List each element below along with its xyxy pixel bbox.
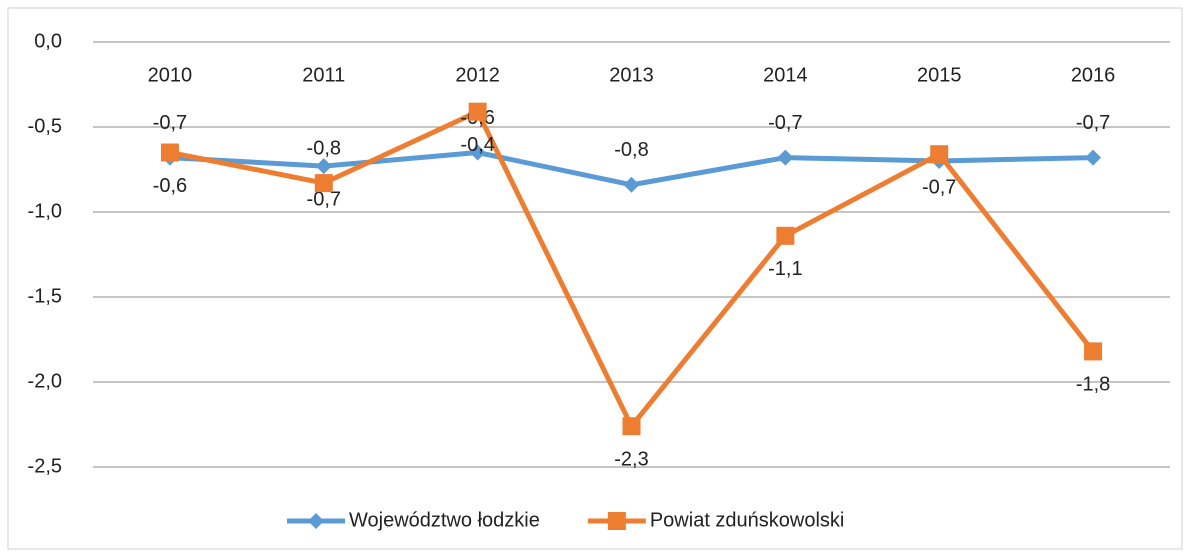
- marker: [315, 158, 332, 175]
- legend-item: Województwo łodzkie: [287, 509, 540, 531]
- data-label: -0,4: [460, 134, 494, 156]
- y-tick-label: -0,5: [28, 115, 62, 137]
- x-tick-label: 2010: [148, 64, 193, 86]
- data-label: -1,1: [768, 258, 802, 280]
- legend-marker: [308, 513, 324, 529]
- data-label: -0,8: [614, 139, 648, 161]
- data-label: -2,3: [614, 448, 648, 470]
- y-tick-label: -2,5: [28, 455, 62, 477]
- x-tick-label: 2014: [763, 64, 808, 86]
- marker: [777, 149, 794, 166]
- y-tick-label: -1,0: [28, 200, 62, 222]
- legend-label: Województwo łodzkie: [349, 509, 540, 531]
- legend-marker: [607, 512, 626, 530]
- x-tick-label: 2012: [455, 64, 500, 86]
- data-label: -0,7: [1076, 112, 1110, 134]
- marker: [1084, 342, 1103, 361]
- data-label: -0,7: [153, 112, 187, 134]
- data-label: -1,8: [1076, 374, 1110, 396]
- y-tick-label: 0,0: [34, 30, 62, 52]
- data-label: -0,7: [307, 188, 341, 210]
- marker: [469, 144, 486, 161]
- marker: [776, 226, 795, 245]
- x-tick-label: 2016: [1071, 64, 1116, 86]
- legend-label: Powiat zduńskowolski: [650, 509, 845, 531]
- data-label: -0,7: [768, 112, 802, 134]
- x-tick-label: 2015: [917, 64, 962, 86]
- marker: [930, 145, 949, 164]
- legend-item: Powiat zduńskowolski: [587, 509, 845, 531]
- y-tick-label: -2,0: [28, 370, 62, 392]
- data-label: -0,7: [922, 176, 956, 198]
- x-tick-label: 2013: [609, 64, 654, 86]
- marker: [468, 102, 487, 121]
- data-label: -0,6: [153, 175, 187, 197]
- marker: [160, 143, 179, 162]
- marker: [1085, 149, 1102, 166]
- chart-border: [7, 7, 1183, 550]
- marker: [622, 417, 641, 436]
- data-label: -0,8: [307, 137, 341, 159]
- y-tick-label: -1,5: [28, 285, 62, 307]
- marker: [623, 176, 640, 193]
- x-tick-label: 2011: [302, 64, 345, 86]
- marker: [314, 174, 333, 193]
